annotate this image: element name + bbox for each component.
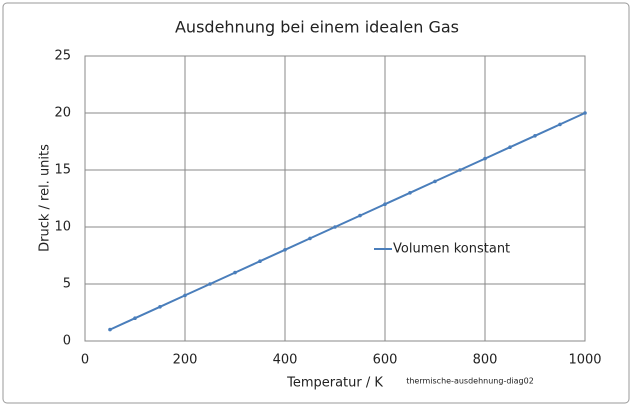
y-tick-label: 20 [54, 106, 71, 121]
x-tick-label: 200 [173, 353, 198, 368]
y-tick-label: 15 [54, 163, 71, 178]
data-point [208, 282, 212, 286]
data-point [258, 259, 262, 264]
data-point [233, 270, 237, 275]
x-tick-label: 0 [81, 353, 89, 368]
y-tick-label: 25 [54, 49, 71, 64]
data-point [533, 134, 537, 138]
data-point [183, 293, 187, 298]
plot-frame [84, 55, 586, 342]
data-point [283, 248, 287, 252]
y-tick-label: 10 [54, 220, 71, 235]
y-tick-label: 0 [63, 334, 71, 349]
data-point [583, 111, 587, 115]
x-tick-label: 400 [273, 353, 298, 368]
data-point [408, 191, 412, 195]
annotation: thermische-ausdehnung-diag02 [406, 377, 534, 386]
x-axis-label: Temperatur / K [286, 376, 383, 391]
data-point [358, 213, 362, 218]
data-point [133, 316, 137, 321]
data-point [383, 202, 387, 206]
y-tick-label: 5 [63, 277, 71, 292]
data-point [483, 156, 487, 161]
data-point [458, 168, 462, 172]
data-point [108, 327, 112, 332]
data-point [158, 305, 162, 309]
x-tick-label: 600 [373, 353, 398, 368]
chart-title: Ausdehnung bei einem idealen Gas [175, 18, 459, 37]
chart-border [2, 2, 630, 404]
data-point [508, 145, 512, 149]
data-point [308, 236, 312, 241]
data-point [333, 225, 337, 229]
data-line [109, 112, 586, 331]
x-tick-label: 800 [473, 353, 498, 368]
x-tick-label: 1000 [568, 353, 601, 368]
data-point [433, 179, 437, 184]
legend-label: Volumen konstant [393, 242, 510, 257]
y-axis-label: Druck / rel. units [38, 144, 53, 252]
data-point [558, 122, 562, 127]
